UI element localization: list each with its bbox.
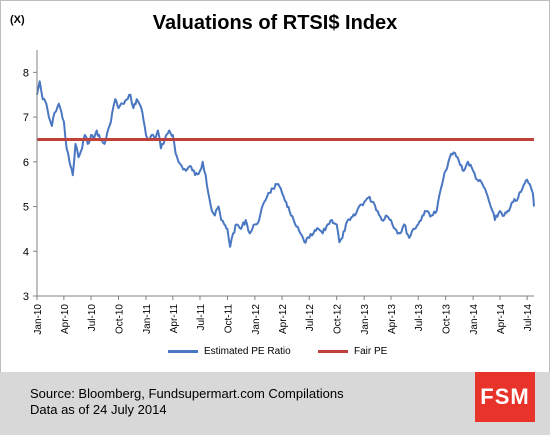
x-tick-label: Jul-12 [305,304,316,332]
x-tick-label: Jan-13 [360,304,371,335]
x-tick-label: Jul-11 [196,304,207,331]
source-footer: Source: Bloomberg, Fundsupermart.com Com… [0,372,550,435]
y-axis-ticks: 3 4 5 6 7 8 [23,67,37,303]
x-tick-label: Jan-10 [33,304,44,335]
legend-swatch-fair [318,350,348,353]
x-tick-label: Jul-13 [414,304,425,332]
chart-series [36,80,535,248]
x-tick-label: Jan-11 [142,304,153,334]
x-tick-label: Jan-14 [469,304,480,335]
x-tick-label: Apr-13 [387,304,398,334]
x-tick-label: Apr-11 [169,304,180,334]
x-tick-label: Jul-10 [87,304,98,332]
x-tick-label: Oct-11 [223,304,234,334]
x-tick-label: Apr-10 [60,304,71,334]
x-axis-ticks: Jan-10 Apr-10 Jul-10 Oct-10 Jan-11 Apr-11 Jul-… [33,296,534,335]
chart-title: Valuations of RTSI$ Index [152,12,398,34]
legend-item-pe: Estimated PE Ratio [168,346,291,357]
series-line-pe-ratio [36,80,535,248]
fsm-logo: FSM [475,372,535,422]
x-tick-label: Oct-10 [114,304,125,334]
x-tick-label: Jan-12 [251,304,262,335]
legend-label-fair: Fair PE [354,346,388,357]
source-text: Source: Bloomberg, Fundsupermart.com Com… [30,386,344,401]
y-tick-label: 4 [23,246,29,258]
data-date-text: Data as of 24 July 2014 [30,402,167,417]
pe-chart: 3 4 5 6 7 8 Jan-10 Apr-10 Jul-10 Oct-10 Jan-11 Apr… [23,50,535,335]
y-tick-label: 7 [23,112,29,124]
x-tick-label: Apr-12 [278,304,289,334]
x-tick-label: Apr-14 [496,304,507,334]
y-tick-label: 3 [23,291,29,303]
y-tick-label: 5 [23,202,29,214]
y-tick-label: 8 [23,67,29,79]
x-tick-label: Oct-12 [333,304,344,334]
legend-swatch-pe [168,350,198,353]
y-axis-unit: (X) [10,14,25,26]
y-tick-label: 6 [23,157,29,169]
x-tick-label: Oct-13 [442,304,453,334]
x-tick-label: Jul-14 [523,304,534,332]
legend-label-pe: Estimated PE Ratio [204,346,291,357]
legend-item-fair: Fair PE [318,346,387,357]
legend: Estimated PE Ratio Fair PE [0,346,550,362]
